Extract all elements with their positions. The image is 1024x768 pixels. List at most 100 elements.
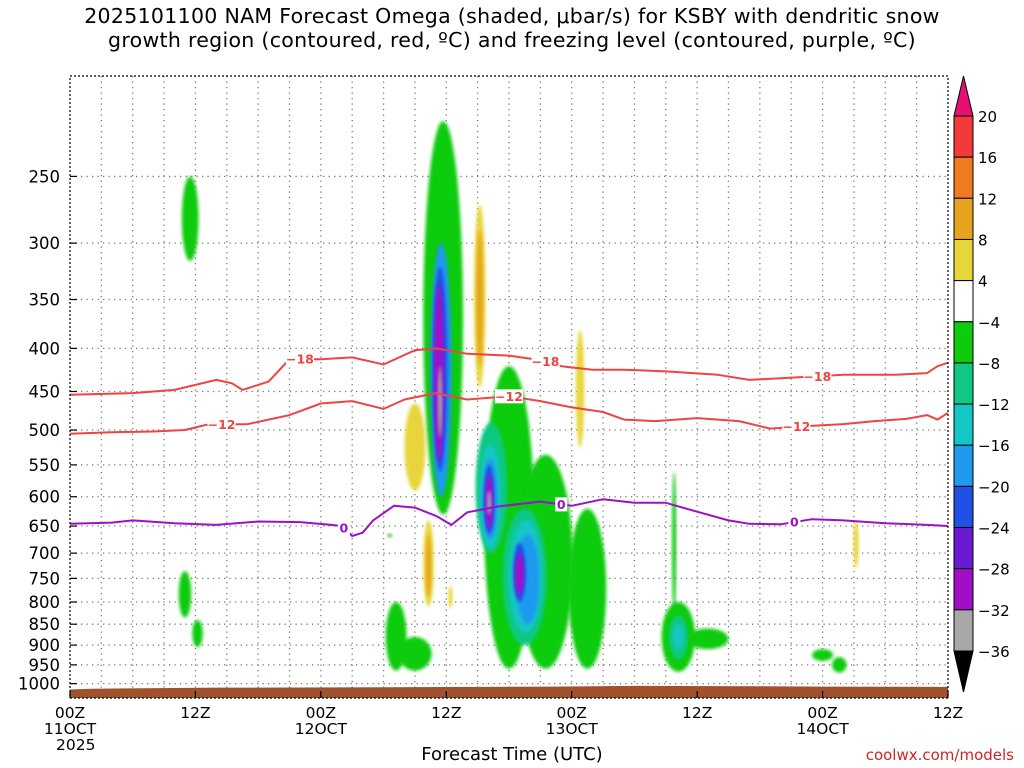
contour-label-bg <box>337 521 350 536</box>
contour-label-bg <box>555 497 568 512</box>
omega-feature <box>831 657 847 673</box>
omega-feature <box>686 628 729 650</box>
contour-label-bg <box>782 419 811 434</box>
omega-feature <box>568 508 607 669</box>
x-tick-label: 00Z <box>807 704 837 722</box>
colorbar-bin <box>953 568 974 611</box>
y-tick-label: 550 <box>29 456 61 475</box>
y-tick-label: 1000 <box>18 675 60 694</box>
colorbar-label: −16 <box>978 437 1010 455</box>
x-axis-label: Forecast Time (UTC) <box>421 744 603 765</box>
contour-label: 0 <box>557 497 566 512</box>
contour-label: −12 <box>783 419 811 434</box>
omega-feature <box>387 533 392 538</box>
plot-frame <box>69 75 949 699</box>
contour-line <box>70 498 948 537</box>
y-tick-label: 250 <box>29 167 61 186</box>
contour-label-bg <box>803 369 832 384</box>
x-tick-label: 12Z <box>180 704 210 722</box>
x-tick-label: 2025 <box>56 736 95 754</box>
contour-label: −12 <box>495 389 523 404</box>
chart-title: 2025101100 NAM Forecast Omega (shaded, μ… <box>0 4 1024 52</box>
y-tick-label: 300 <box>29 234 61 253</box>
grid-lines <box>70 76 948 698</box>
omega-feature <box>853 520 859 569</box>
colorbar-bin <box>953 527 974 570</box>
x-tick-label: 00Z <box>306 704 336 722</box>
chart-title-line2: growth region (contoured, red, ºC) and f… <box>108 28 916 52</box>
colorbar-label: −8 <box>978 355 1000 373</box>
chart-title-line1: 2025101100 NAM Forecast Omega (shaded, μ… <box>84 4 940 28</box>
colorbar-label: −4 <box>978 314 1000 332</box>
omega-feature <box>487 490 492 515</box>
omega-feature <box>673 624 684 650</box>
colorbar-bin <box>953 650 974 693</box>
x-tick-label: 12Z <box>682 704 712 722</box>
y-tick-label: 750 <box>29 569 61 588</box>
colorbar-bin <box>953 444 974 487</box>
colorbar: 20 16 12 8 4 −4 −8 −12 −16 −20 −24 −28 −32 −36 <box>953 75 1010 693</box>
colorbar-bin <box>953 238 974 282</box>
colorbar-bin <box>953 403 974 446</box>
colorbar-label: −32 <box>978 602 1010 620</box>
omega-feature <box>398 636 432 671</box>
omega-feature <box>812 649 834 662</box>
colorbar-bin <box>953 321 974 364</box>
contour-label-bg <box>285 352 314 367</box>
omega-feature <box>425 534 432 598</box>
source-credit: coolwx.com/models <box>865 746 1014 764</box>
contour-label-bg <box>788 515 801 530</box>
colorbar-bin <box>953 197 974 240</box>
x-tick-label: 11OCT <box>44 720 97 738</box>
contour-label: −18 <box>803 369 831 384</box>
omega-feature <box>437 366 443 438</box>
omega-feature <box>672 471 677 616</box>
ground-layer <box>70 685 948 698</box>
y-tick-label: 700 <box>29 544 61 563</box>
x-tick-label: 00Z <box>557 704 587 722</box>
y-tick-label: 900 <box>29 636 61 655</box>
colorbar-label: −24 <box>978 520 1010 538</box>
x-tick-label: 12Z <box>933 704 963 722</box>
contour-label: 0 <box>340 521 349 536</box>
x-tick-label: 12OCT <box>295 720 348 738</box>
colorbar-bin <box>953 609 974 652</box>
colorbar-label: 16 <box>978 149 997 167</box>
colorbar-label: 12 <box>978 190 997 208</box>
contour-label: −12 <box>208 417 236 432</box>
colorbar-label: −28 <box>978 561 1010 579</box>
contour-label-bg <box>531 354 560 369</box>
colorbar-label: 4 <box>978 273 988 291</box>
contour-label: −18 <box>532 354 560 369</box>
y-tick-label: 500 <box>29 421 61 440</box>
omega-feature <box>575 329 585 448</box>
colorbar-label: 20 <box>978 108 997 126</box>
x-tick-label: 13OCT <box>546 720 599 738</box>
omega-feature <box>476 230 483 367</box>
y-tick-label: 450 <box>29 382 61 401</box>
omega-feature <box>178 570 192 618</box>
omega-feature <box>181 176 199 261</box>
colorbar-label: −36 <box>978 643 1010 661</box>
colorbar-bin <box>953 280 974 323</box>
colorbar-bin <box>953 75 974 117</box>
ground-surface <box>70 685 948 698</box>
axes: 250 300 350 400 450 500 550 600 650 700 750 800 850 9… <box>18 167 963 754</box>
y-tick-label: 350 <box>29 291 61 310</box>
omega-feature <box>192 619 203 648</box>
x-tick-label: 00Z <box>55 704 85 722</box>
omega-feature <box>515 553 524 596</box>
omega-feature <box>404 403 426 491</box>
y-tick-label: 850 <box>29 615 61 634</box>
contour-label-bg <box>495 389 523 404</box>
x-tick-label: 14OCT <box>796 720 849 738</box>
temperature-contours: −18 −18 −18 −12 −12 −12 0 0 0 <box>70 347 948 537</box>
y-tick-label: 400 <box>29 339 61 358</box>
x-tick-label: 12Z <box>431 704 461 722</box>
contour-label: 0 <box>790 515 799 530</box>
colorbar-bin <box>953 362 974 405</box>
colorbar-bin <box>953 115 974 158</box>
colorbar-label: −20 <box>978 478 1010 496</box>
colorbar-label: −12 <box>978 396 1010 414</box>
